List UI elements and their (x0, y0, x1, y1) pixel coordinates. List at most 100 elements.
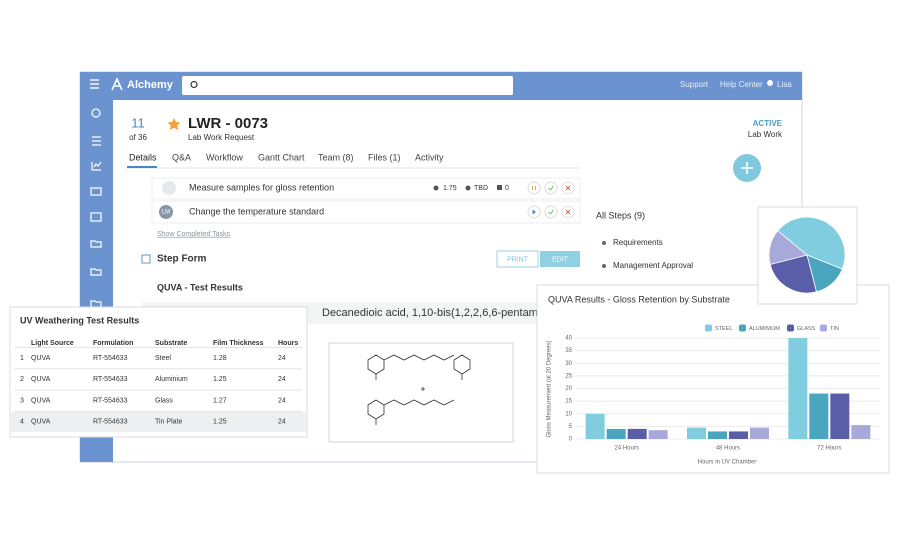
add-icon (741, 162, 753, 174)
task-time: 1.75 (443, 185, 457, 192)
bar (687, 427, 706, 439)
task-row[interactable] (151, 177, 581, 200)
table-cell: 1.28 (213, 355, 227, 362)
table-cell: 24 (278, 355, 286, 362)
task-comments: 0 (505, 185, 509, 192)
row-highlight (11, 411, 306, 432)
legend-swatch (820, 324, 827, 332)
legend-label: STEEL (715, 326, 732, 332)
table-cell: 1.27 (213, 397, 227, 404)
user-name[interactable]: Lisa (777, 80, 792, 89)
task-row[interactable] (151, 200, 581, 224)
y-tick-label: 15 (565, 399, 572, 405)
table-title: UV Weathering Test Results (20, 315, 139, 325)
status: ACTIVE (753, 119, 783, 128)
bar (729, 431, 748, 439)
table-cell: 1.25 (213, 419, 227, 426)
legend-swatch (739, 324, 746, 332)
edit-button[interactable] (540, 251, 580, 267)
table-cell: 1.25 (213, 376, 227, 383)
search-box[interactable] (182, 76, 513, 95)
column-header: Hours (278, 340, 298, 347)
table-cell: QUVA (31, 419, 51, 426)
table-cell: 24 (278, 397, 286, 404)
y-tick-label: 10 (565, 411, 572, 417)
status-sub: Lab Work (748, 130, 783, 139)
tab[interactable]: Files (1) (368, 152, 401, 162)
structure-box (328, 342, 514, 443)
brand: Alchemy (127, 79, 174, 91)
x-tick-label: 48 Hours (716, 446, 740, 452)
bar (750, 427, 769, 439)
step-item[interactable]: Management Approval (613, 261, 693, 270)
comment-icon (497, 185, 502, 190)
y-tick-label: 30 (565, 361, 572, 367)
task-due: TBD (474, 185, 488, 192)
bar (830, 393, 850, 439)
print-button[interactable] (496, 250, 539, 268)
time-icon (433, 185, 439, 191)
tab[interactable]: Workflow (206, 152, 243, 162)
table-cell: Aluminium (155, 376, 188, 383)
column-header: Substrate (155, 340, 187, 347)
structure-drawing (367, 354, 471, 425)
record-index: 11 (131, 115, 145, 130)
star[interactable] (167, 118, 181, 130)
avatar-initials: LM (162, 210, 170, 216)
y-tick-label: 35 (565, 348, 572, 354)
nav-link[interactable]: Help Center (720, 80, 763, 89)
show-completed[interactable]: Show Completed Tasks (157, 231, 231, 238)
task-icon (162, 181, 176, 195)
table-cell: RT-554633 (93, 419, 128, 426)
row-index: 2 (20, 376, 24, 383)
tab[interactable]: Team (8) (318, 152, 354, 162)
form-subtitle: QUVA - Test Results (157, 282, 243, 292)
pie-slice (769, 254, 817, 294)
y-tick-label: 40 (565, 336, 572, 342)
legend-swatch (787, 324, 794, 332)
form-icon (141, 254, 151, 264)
tab[interactable]: Activity (415, 152, 444, 162)
tab[interactable]: Q&A (172, 152, 191, 162)
table-cell: 24 (278, 419, 286, 426)
step-form-title: Step Form (157, 254, 207, 265)
row-index: 4 (20, 419, 24, 426)
column-header: Formulation (93, 340, 133, 347)
step-bullet (602, 264, 606, 268)
tab[interactable]: Gantt Chart (258, 152, 305, 162)
task-label: Change the temperature standard (189, 206, 324, 216)
table-cell: RT-554633 (93, 397, 128, 404)
table-cell: RT-554633 (93, 376, 128, 383)
bar (788, 338, 808, 439)
table-cell: QUVA (31, 376, 51, 383)
bar (708, 431, 727, 439)
compound-name: Decanedioic acid, 1,10-bis(1,2,2,6,6-pen… (322, 307, 559, 319)
legend-label: GLASS (797, 326, 816, 332)
table-cell: QUVA (31, 397, 51, 404)
menu-icon[interactable] (90, 79, 99, 89)
bar (585, 413, 605, 439)
legend-label: ALUMINIUM (749, 326, 780, 332)
search-icon (190, 80, 198, 89)
table-cell: RT-554633 (93, 355, 128, 362)
task-actions[interactable] (527, 181, 575, 219)
due-icon (465, 185, 471, 191)
user-icon (767, 80, 773, 86)
nav-link[interactable]: Support (680, 80, 709, 89)
step-bullet (602, 241, 606, 245)
record-kind: Lab Work Request (188, 133, 255, 142)
step-item[interactable]: Requirements (613, 238, 663, 247)
task-label: Measure samples for gloss retention (189, 182, 334, 192)
row-index: 3 (20, 397, 24, 404)
chart-title: QUVA Results - Gloss Retention by Substr… (548, 294, 730, 304)
steps-title: All Steps (9) (596, 210, 645, 220)
row-index: 1 (20, 355, 24, 362)
bar (648, 430, 668, 439)
print-label: PRINT (507, 256, 529, 263)
tab[interactable]: Details (129, 152, 157, 162)
y-tick-label: 0 (569, 437, 573, 443)
table-cell: 24 (278, 376, 286, 383)
y-axis-label: Gloss Measurement (at 20 Degrees) (547, 340, 553, 437)
chart-card (536, 284, 890, 474)
